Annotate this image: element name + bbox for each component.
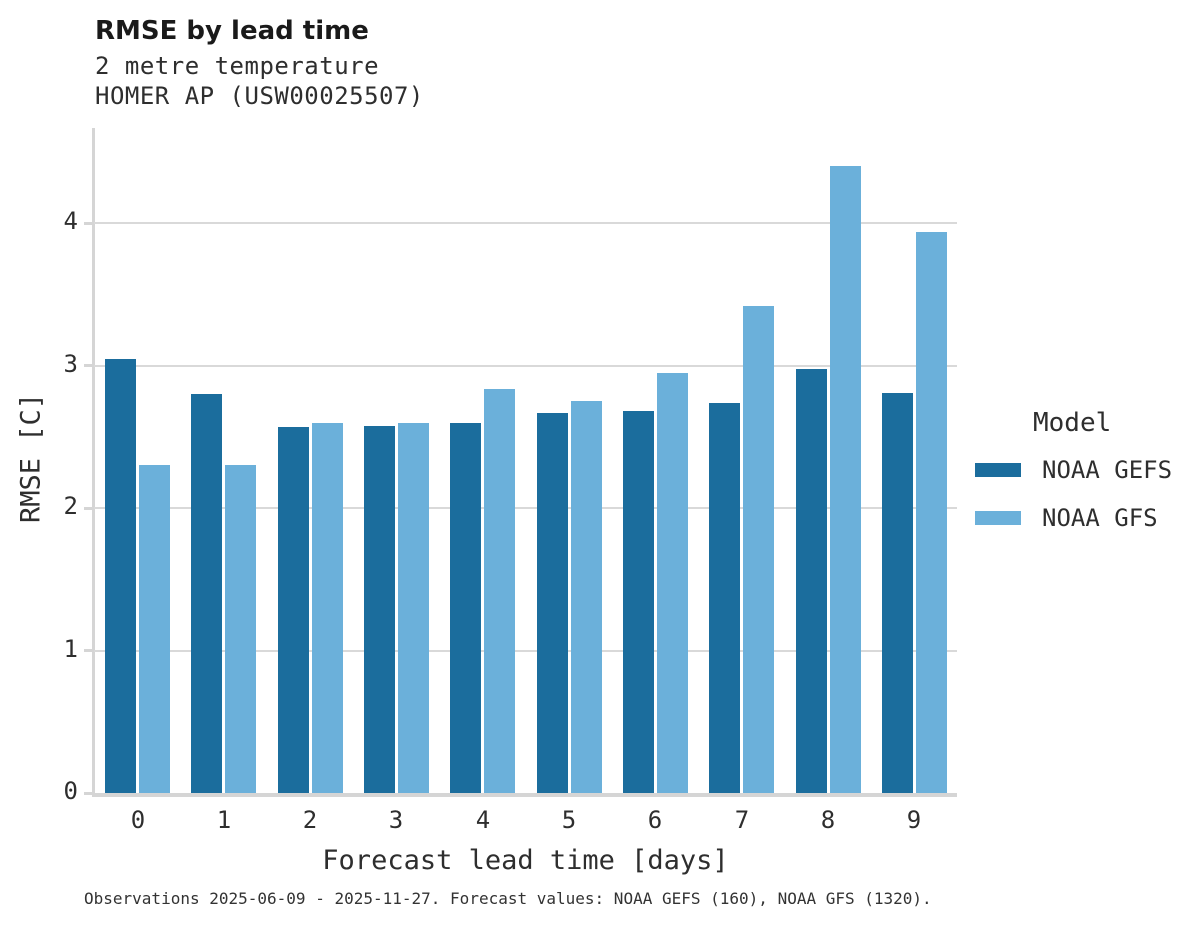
- y-tick-label-3: 3: [63, 349, 78, 378]
- x-tick-label-5: 5: [561, 806, 577, 834]
- y-tick-mark-3: [84, 364, 92, 368]
- gridline-y-1: [94, 649, 957, 652]
- x-tick-label-0: 0: [130, 806, 146, 834]
- y-tick-label-2: 2: [63, 492, 78, 521]
- x-tick-label-9: 9: [906, 806, 922, 834]
- bar-noaa-gefs-lead-3: [364, 426, 395, 793]
- noaa-gfs-swatch-icon: [975, 511, 1021, 525]
- bar-noaa-gfs-lead-9: [916, 232, 947, 793]
- gridline-y-4: [94, 222, 957, 225]
- chart-subtitle-variable: 2 metre temperature: [95, 52, 380, 80]
- bar-noaa-gfs-lead-7: [743, 306, 774, 793]
- y-tick-mark-2: [84, 506, 92, 510]
- gridline-y-2: [94, 507, 957, 510]
- x-tick-label-8: 8: [820, 806, 836, 834]
- plot-area: [94, 128, 957, 793]
- y-tick-label-1: 1: [63, 634, 78, 663]
- bar-noaa-gfs-lead-5: [571, 401, 602, 793]
- y-tick-mark-0: [84, 791, 92, 795]
- chart-title: RMSE by lead time: [95, 16, 369, 46]
- bar-noaa-gfs-lead-0: [139, 465, 170, 793]
- bar-noaa-gefs-lead-2: [278, 427, 309, 793]
- bar-noaa-gefs-lead-5: [537, 413, 568, 793]
- y-axis-line: [92, 128, 95, 797]
- bar-noaa-gfs-lead-2: [312, 423, 343, 793]
- x-tick-label-2: 2: [302, 806, 318, 834]
- bar-noaa-gefs-lead-7: [709, 403, 740, 793]
- x-tick-label-6: 6: [647, 806, 663, 834]
- bar-noaa-gefs-lead-4: [450, 423, 481, 793]
- chart-subtitle-station: HOMER AP (USW00025507): [95, 82, 424, 110]
- legend-entry-noaa-gefs: NOAA GEFS: [975, 456, 1190, 484]
- y-tick-mark-4: [84, 221, 92, 225]
- bar-noaa-gfs-lead-8: [830, 166, 861, 793]
- bar-noaa-gefs-lead-8: [796, 369, 827, 793]
- x-tick-label-3: 3: [388, 806, 404, 834]
- legend-label-noaa-gfs: NOAA GFS: [1042, 504, 1158, 532]
- x-tick-label-7: 7: [734, 806, 750, 834]
- bar-noaa-gfs-lead-4: [484, 389, 515, 793]
- footer-caption: Observations 2025-06-09 - 2025-11-27. Fo…: [84, 889, 932, 908]
- legend-label-noaa-gefs: NOAA GEFS: [1042, 456, 1173, 484]
- bar-noaa-gefs-lead-1: [191, 394, 222, 793]
- y-tick-mark-1: [84, 649, 92, 653]
- x-tick-label-1: 1: [216, 806, 232, 834]
- y-tick-label-4: 4: [63, 207, 78, 236]
- gridline-y-3: [94, 364, 957, 367]
- legend-title: Model: [1033, 408, 1112, 438]
- bar-noaa-gfs-lead-3: [398, 423, 429, 793]
- bar-noaa-gfs-lead-6: [657, 373, 688, 793]
- noaa-gefs-swatch-icon: [975, 463, 1021, 477]
- x-tick-label-4: 4: [475, 806, 491, 834]
- y-tick-label-0: 0: [63, 777, 78, 805]
- x-axis-line: [92, 793, 957, 797]
- bar-noaa-gfs-lead-1: [225, 465, 256, 793]
- bar-noaa-gefs-lead-6: [623, 411, 654, 793]
- bar-noaa-gefs-lead-9: [882, 393, 913, 793]
- bar-noaa-gefs-lead-0: [105, 359, 136, 793]
- legend: Model NOAA GEFS NOAA GFS: [975, 408, 1190, 552]
- legend-entry-noaa-gfs: NOAA GFS: [975, 504, 1190, 532]
- x-axis-title: Forecast lead time [days]: [322, 845, 729, 876]
